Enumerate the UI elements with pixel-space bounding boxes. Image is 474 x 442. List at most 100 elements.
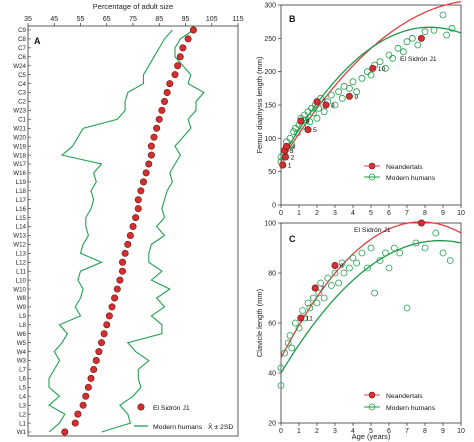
modern-human-point <box>290 128 298 136</box>
y-tick-label: 150 <box>264 103 276 110</box>
panel-b-curves <box>280 1 462 163</box>
neandertal-point-label: 8 <box>340 263 344 270</box>
category-label: W6 <box>17 331 27 338</box>
modern-human-point <box>389 54 397 62</box>
modern-human-point <box>403 304 411 312</box>
category-label: L15 <box>16 215 27 222</box>
sidron-point <box>179 44 187 52</box>
y-tick-label: 80 <box>268 271 276 278</box>
lower-2sd-line <box>48 29 173 433</box>
neandertal-point <box>279 161 287 169</box>
neandertal-point <box>417 34 425 42</box>
category-label: C3 <box>18 90 26 97</box>
sidron-point <box>145 160 153 168</box>
sidron-point <box>129 223 137 231</box>
neandertal-point-label: 10 <box>378 66 386 73</box>
x-tick-label: 10 <box>457 428 465 435</box>
sidron-point <box>84 383 92 391</box>
sidron-point <box>119 267 127 275</box>
sidron-point <box>137 187 145 195</box>
sidron-point <box>134 205 142 213</box>
panel-b-ylabel: Femur diaphysis length (mm) <box>255 56 264 154</box>
category-label: W1 <box>17 429 27 436</box>
modern-human-point <box>430 26 438 34</box>
category-label: C8 <box>18 36 26 43</box>
x-tick-label: 7 <box>405 210 409 217</box>
modern-human-point <box>349 254 357 262</box>
category-label: W8 <box>17 295 27 302</box>
modern-human-point <box>315 104 323 112</box>
category-label: C5 <box>18 72 26 79</box>
modern-human-point <box>317 279 325 287</box>
neandertal-point <box>281 153 289 161</box>
category-label: L2 <box>19 411 26 418</box>
category-label: W10 <box>13 286 26 293</box>
modern-human-point <box>358 74 366 82</box>
panel-c-ylabel: Clavicle length (mm) <box>255 288 264 357</box>
legend-modern-label-b: Modern humans <box>386 175 436 182</box>
modern-human-point <box>363 264 371 272</box>
legend-sidron-label: El Sidrón J1 <box>153 405 190 412</box>
panel-c-sidron-label: El Sidrón J1 <box>354 227 391 234</box>
x-tick-label: 35 <box>24 16 32 23</box>
neandertal-point <box>369 64 377 72</box>
category-label: C6 <box>18 54 26 61</box>
sidron-point <box>87 374 95 382</box>
panel-b-sidron-label: El Sidrón J1 <box>400 56 437 63</box>
modern-human-point <box>309 109 317 117</box>
x-tick-label: 6 <box>387 428 391 435</box>
modern-human-point <box>399 48 407 56</box>
legend-neandertal-label-c: Neandertals <box>386 393 423 400</box>
modern-human-point <box>439 249 447 257</box>
panel-b-modern-points <box>277 11 456 169</box>
category-label: W16 <box>13 170 26 177</box>
y-tick-label: 0 <box>272 203 276 210</box>
sidron-point <box>82 392 90 400</box>
x-tick-label: 10 <box>457 210 465 217</box>
legend-formula: X̄ ± 2SD <box>208 423 233 431</box>
x-tick-label: 2 <box>315 210 319 217</box>
modern-human-point <box>432 229 440 237</box>
sidron-point <box>61 428 69 436</box>
sidron-point <box>90 365 98 373</box>
modern-human-point <box>286 134 294 142</box>
sidron-point <box>126 231 134 239</box>
modern-human-point <box>443 31 451 39</box>
modern-curve <box>280 26 462 161</box>
sidron-point <box>124 240 132 248</box>
category-label: L11 <box>16 268 26 275</box>
sidron-point <box>79 401 87 409</box>
neandertal-point <box>297 117 305 125</box>
panel-a-letter: A <box>34 36 41 46</box>
x-tick-label: 0 <box>279 428 283 435</box>
sidron-point <box>176 53 184 61</box>
category-label: C1 <box>18 117 26 124</box>
x-tick-label: 3 <box>333 428 337 435</box>
neandertal-curve <box>280 1 462 163</box>
neandertal-point <box>282 142 290 150</box>
sidron-point <box>103 321 111 329</box>
modern-human-point <box>340 269 348 277</box>
modern-human-point <box>277 382 285 389</box>
panel-a-range-lines <box>48 29 205 433</box>
neandertal-point <box>304 126 312 134</box>
sidron-point <box>163 89 171 97</box>
modern-curve <box>280 239 462 374</box>
sidron-point <box>171 71 179 79</box>
category-label: L3 <box>19 402 26 409</box>
x-tick-label: 115 <box>232 16 243 23</box>
panel-a: Percentage of adult size A 35 45 55 65 75 85 9… <box>13 2 244 437</box>
sidron-point <box>174 62 182 70</box>
y-tick-label: 250 <box>264 36 276 43</box>
modern-human-point <box>403 38 411 46</box>
modern-human-point <box>376 257 384 264</box>
modern-human-point <box>338 259 346 267</box>
modern-human-point <box>381 249 389 257</box>
modern-human-point <box>315 289 323 297</box>
panel-c-letter: C <box>289 234 296 244</box>
neandertal-point <box>313 98 321 106</box>
neandertal-curve <box>280 221 462 359</box>
modern-human-point <box>338 94 346 102</box>
